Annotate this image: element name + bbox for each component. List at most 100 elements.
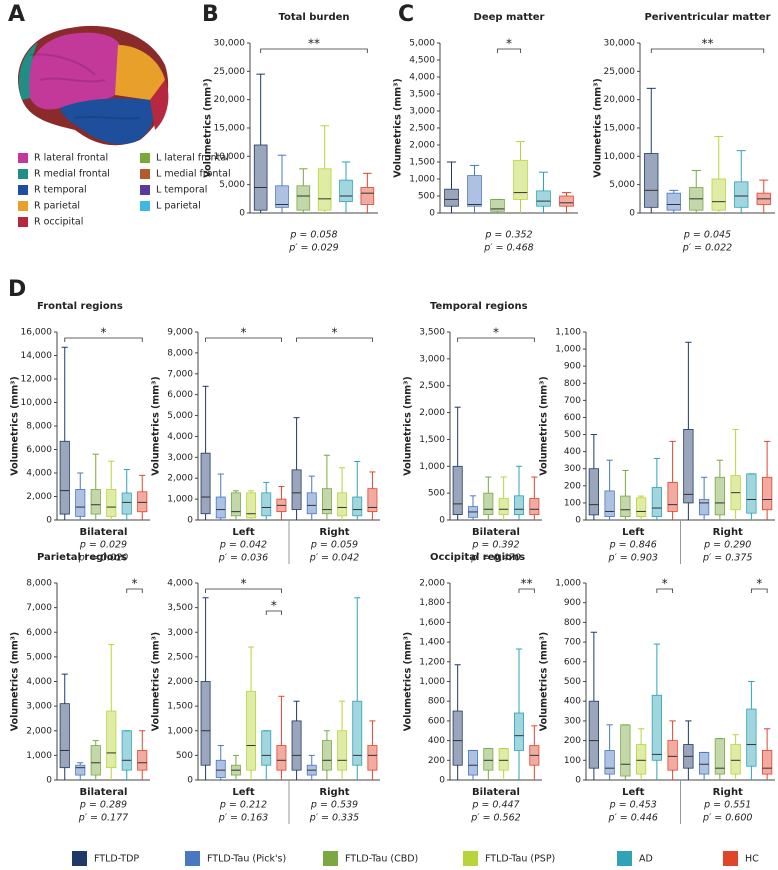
box bbox=[699, 752, 710, 775]
legend-swatch bbox=[18, 169, 28, 179]
y-tick-label: 9,000 bbox=[167, 328, 193, 338]
box bbox=[296, 185, 311, 211]
y-tick-label: 500 bbox=[418, 192, 435, 202]
box bbox=[137, 491, 148, 513]
category-label: Bilateral bbox=[472, 787, 520, 798]
box bbox=[714, 476, 726, 516]
p-value: p = 0.539 bbox=[310, 800, 358, 811]
box bbox=[588, 700, 600, 769]
box bbox=[452, 710, 463, 766]
box-plot: Temporal regions Volumetrics (mm³) 0 500 1,0… bbox=[403, 301, 542, 564]
y-tick-label: 30,000 bbox=[604, 39, 636, 49]
box bbox=[636, 744, 647, 775]
y-tick-label: 200 bbox=[428, 756, 445, 766]
y-tick-label: 16,000 bbox=[21, 328, 53, 338]
box bbox=[636, 497, 647, 517]
y-axis-title: Volumetrics (mm³) bbox=[151, 376, 162, 475]
box-plot: Deep matter Volumetrics (mm³) 0 500 1,000 1,5… bbox=[393, 12, 578, 254]
box-plot: Periventricular matter Volumetrics (mm³) 0… bbox=[593, 12, 775, 254]
box bbox=[75, 764, 86, 776]
y-tick-label: 1,000 bbox=[167, 726, 193, 736]
y-tick-label: 5,000 bbox=[409, 39, 435, 49]
category-label: Right bbox=[319, 527, 349, 538]
y-tick-label: 6,000 bbox=[26, 445, 52, 455]
y-tick-label: 300 bbox=[564, 716, 581, 726]
group-legend: FTLD-TDP FTLD-Tau (Pick's) FTLD-Tau (CBD) F… bbox=[72, 851, 759, 866]
chart-title: Parietal regions bbox=[37, 552, 127, 563]
y-tick-label: 3,500 bbox=[409, 90, 435, 100]
y-tick-label: 25,000 bbox=[214, 67, 246, 77]
significance-label: * bbox=[506, 37, 512, 51]
significance-bracket bbox=[205, 588, 282, 593]
y-tick-label: 8,000 bbox=[26, 579, 52, 589]
category-label: Bilateral bbox=[80, 527, 128, 538]
y-tick-label: 400 bbox=[428, 736, 445, 746]
y-tick-label: 800 bbox=[564, 618, 581, 628]
y-tick-label: 0 bbox=[439, 516, 445, 526]
y-tick-label: 2,000 bbox=[409, 141, 435, 151]
box bbox=[59, 703, 70, 769]
y-tick-label: 500 bbox=[564, 677, 581, 687]
box-plot: Volumetrics (mm³) 0 100 200 300 400 500 600 700 8… bbox=[539, 328, 775, 564]
significance-bracket bbox=[497, 48, 521, 53]
box bbox=[200, 452, 211, 515]
category-label: Left bbox=[622, 527, 645, 538]
box-plot: Occipital regions Volumetrics (mm³) 0 200 40… bbox=[403, 552, 542, 824]
box bbox=[215, 496, 226, 519]
y-tick-label: 500 bbox=[428, 489, 445, 499]
box bbox=[367, 745, 378, 771]
box bbox=[483, 748, 494, 771]
box bbox=[317, 168, 332, 211]
y-tick-label: 10,000 bbox=[214, 152, 246, 162]
y-tick-label: 3,000 bbox=[409, 107, 435, 117]
y-tick-label: 6,000 bbox=[167, 390, 193, 400]
y-tick-label: 7,000 bbox=[26, 603, 52, 613]
y-tick-label: 5,000 bbox=[609, 180, 635, 190]
significance-label: * bbox=[101, 326, 107, 340]
y-tick-label: 600 bbox=[564, 657, 581, 667]
box bbox=[321, 740, 332, 771]
p-adjusted: p′ = 0.022 bbox=[682, 243, 732, 254]
y-tick-label: 1,600 bbox=[419, 618, 445, 628]
panel-label: D bbox=[8, 277, 26, 302]
y-axis-title: Volumetrics (mm³) bbox=[539, 632, 550, 731]
significance-label: * bbox=[241, 577, 247, 591]
p-adjusted: p′ = 0.163 bbox=[218, 813, 268, 824]
chart-title: Frontal regions bbox=[37, 301, 123, 312]
significance-bracket bbox=[750, 588, 768, 593]
y-tick-label: 2,000 bbox=[167, 677, 193, 687]
y-tick-label: 2,000 bbox=[419, 408, 445, 418]
p-value: p = 0.453 bbox=[609, 800, 657, 811]
y-tick-label: 4,500 bbox=[409, 56, 435, 66]
p-value: p = 0.846 bbox=[609, 540, 657, 551]
p-value: p = 0.352 bbox=[484, 230, 532, 241]
box bbox=[106, 710, 117, 769]
y-tick-label: 0 bbox=[575, 516, 581, 526]
y-tick-label: 1,000 bbox=[419, 462, 445, 472]
significance-bracket bbox=[126, 588, 143, 593]
category-label: Bilateral bbox=[80, 787, 128, 798]
box bbox=[559, 195, 574, 207]
y-tick-label: 5,000 bbox=[219, 180, 245, 190]
y-tick-label: 1,000 bbox=[409, 175, 435, 185]
box-plot: Frontal regions Volumetrics (mm³) 0 2,000 4,… bbox=[10, 301, 150, 564]
legend-label: FTLD-Tau (PSP) bbox=[485, 854, 555, 865]
box bbox=[261, 492, 272, 517]
box bbox=[490, 198, 505, 212]
significance-bracket bbox=[518, 588, 535, 593]
box bbox=[667, 481, 678, 512]
y-tick-label: 600 bbox=[428, 716, 445, 726]
legend-swatch bbox=[72, 851, 87, 866]
panel-label: A bbox=[8, 2, 25, 27]
y-tick-label: 14,000 bbox=[21, 351, 53, 361]
y-tick-label: 700 bbox=[564, 396, 581, 406]
y-tick-label: 25,000 bbox=[604, 67, 636, 77]
p-adjusted: p′ = 0.446 bbox=[608, 813, 658, 824]
y-tick-label: 0 bbox=[439, 776, 445, 786]
chart-title: Temporal regions bbox=[430, 301, 528, 312]
legend-swatch bbox=[140, 201, 150, 211]
y-tick-label: 2,000 bbox=[167, 474, 193, 484]
significance-bracket bbox=[64, 337, 143, 342]
box bbox=[683, 429, 694, 504]
y-axis-title: Volumetrics (mm³) bbox=[151, 632, 162, 731]
